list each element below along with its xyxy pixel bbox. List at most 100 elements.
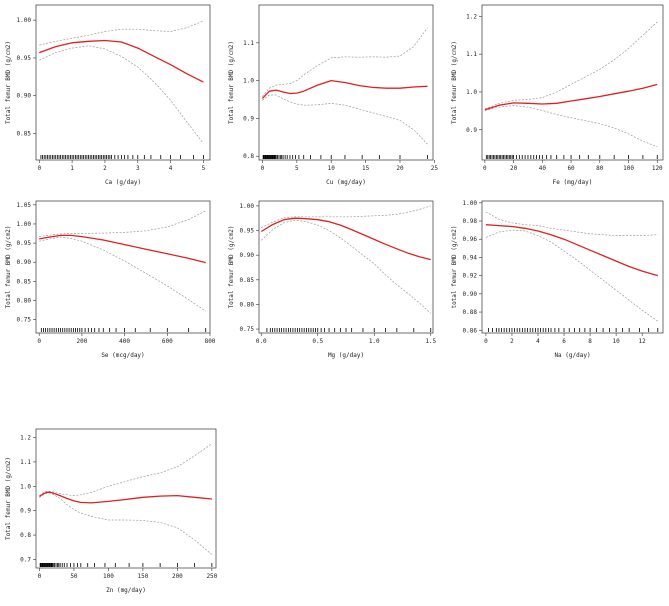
y-axis-label: Total femur BMD (g/cm2) [5,41,12,124]
x-axis-label: Na (g/day) [554,352,590,359]
y-axis-label: Total femur BMD (g/cm2) [5,457,12,540]
y-tick-label: 0.94 [463,254,478,261]
y-tick-label: 0.75 [240,326,255,333]
y-tick-label: 0.9 [20,508,31,515]
upper-confidence-line [484,21,658,110]
y-tick-label: 1.0 [466,89,477,96]
x-tick-label: 2 [103,165,107,172]
chart-panel-3: 0 20 40 60 80 100 120 0.9 1.0 1.1 1.2 Fe (mg/day) To… [451,4,664,186]
y-tick-label: 1.05 [17,202,32,209]
fitted-curve [39,491,212,504]
x-tick-label: 100 [103,573,114,580]
y-tick-label: 0.90 [240,252,255,259]
y-tick-label: 0.8 [20,532,31,539]
y-tick-label: 0.9 [243,115,254,122]
rug-marks [39,563,213,567]
x-tick-label: 5 [202,165,206,172]
y-tick-label: 1.1 [466,51,477,58]
y-tick-label: 1.2 [466,13,477,20]
upper-confidence-line [39,210,206,237]
x-tick-label: 0 [37,165,41,172]
rug-marks [266,328,432,332]
y-tick-label: 0.90 [463,291,478,298]
x-tick-label: 200 [76,338,87,345]
x-tick-label: 600 [162,338,173,345]
x-tick-label: 250 [206,573,217,580]
fitted-curve [261,79,428,99]
plot-frame [258,200,434,334]
chart-panel-1: 0 1 2 3 4 5 0.85 0.90 0.95 1.00 Ca (g/day) Total fe… [5,4,211,186]
x-tick-label: 20 [510,165,518,172]
x-tick-label: 80 [596,165,604,172]
y-tick-label: 0.98 [463,218,478,225]
y-axis-label: Total femur BMD (g/cm2) [228,41,235,124]
rug-marks [40,155,204,159]
plot-frame [481,4,664,161]
plot-frame [35,200,211,334]
y-tick-label: 0.85 [17,278,32,285]
x-tick-label: 120 [652,165,663,172]
plot-frame [481,200,664,334]
upper-confidence-line [39,443,213,496]
plot-frame [258,4,434,161]
lower-confidence-line [262,94,428,145]
lower-confidence-line [39,45,204,144]
upper-confidence-line [485,211,658,236]
fitted-curve [484,83,658,111]
x-tick-label: 4 [536,338,540,345]
x-tick-label: 0 [483,165,487,172]
lower-confidence-line [39,236,206,312]
fitted-curve [260,217,431,261]
y-tick-label: 0.75 [17,317,32,324]
x-tick-label: 10 [328,165,336,172]
y-tick-label: 0.96 [463,236,478,243]
x-tick-label: 6 [562,338,566,345]
x-tick-label: 40 [539,165,547,172]
y-tick-label: 0.85 [17,131,32,138]
y-tick-label: 0.88 [463,309,478,316]
x-tick-label: 1.0 [369,338,380,345]
x-tick-label: 0 [38,573,42,580]
x-tick-label: 5 [295,165,299,172]
y-tick-label: 0.90 [17,93,32,100]
rug-marks [40,328,207,332]
x-tick-label: 1.5 [425,338,436,345]
rug-marks [485,155,658,159]
x-axis-label: Se (mcg/day) [101,352,144,359]
upper-confidence-line [262,27,428,97]
y-tick-label: 1.00 [240,203,255,210]
plot-frame [35,428,217,569]
chart-panel-7: 0 50 100 150 200 250 0.7 0.8 0.9 1.0 1.1 1.2 Zn (mg/… [5,428,218,594]
y-tick-label: 0.85 [240,277,255,284]
fitted-curve [39,234,206,264]
x-tick-label: 0 [261,165,265,172]
x-tick-label: 3 [136,165,140,172]
y-tick-label: 1.1 [20,459,31,466]
y-tick-label: 0.8 [243,153,254,160]
y-tick-label: 0.95 [17,55,32,62]
chart-panel-6: 0 2 4 6 8 10 12 0.86 0.88 0.90 0.92 0.94 0.96 0.98 1.0… [451,200,664,359]
chart-panel-5: 0.0 0.5 1.0 1.5 0.75 0.80 0.85 0.90 0.95 1.00 Mg (… [228,200,437,359]
y-tick-label: 0.80 [17,297,32,304]
plot-frame [35,4,211,161]
x-axis-label: Zn (mg/day) [106,587,146,594]
y-tick-label: 1.0 [20,483,31,490]
x-tick-label: 150 [137,573,148,580]
fitted-curve [485,224,658,277]
x-tick-label: 400 [119,338,130,345]
y-tick-label: 1.2 [20,435,31,442]
y-tick-label: 1.00 [17,221,32,228]
x-tick-label: 2 [510,338,514,345]
x-tick-label: 0.0 [256,338,267,345]
x-axis-label: Ca (g/day) [105,179,141,186]
y-tick-label: 0.7 [20,556,31,563]
x-tick-label: 20 [396,165,404,172]
y-tick-label: 1.00 [17,17,32,24]
x-tick-label: 50 [70,573,78,580]
x-axis-label: Cu (mg/day) [326,179,366,186]
x-tick-label: 15 [362,165,370,172]
lower-confidence-line [485,229,659,322]
rug-marks [262,155,428,159]
lower-confidence-line [261,219,431,314]
